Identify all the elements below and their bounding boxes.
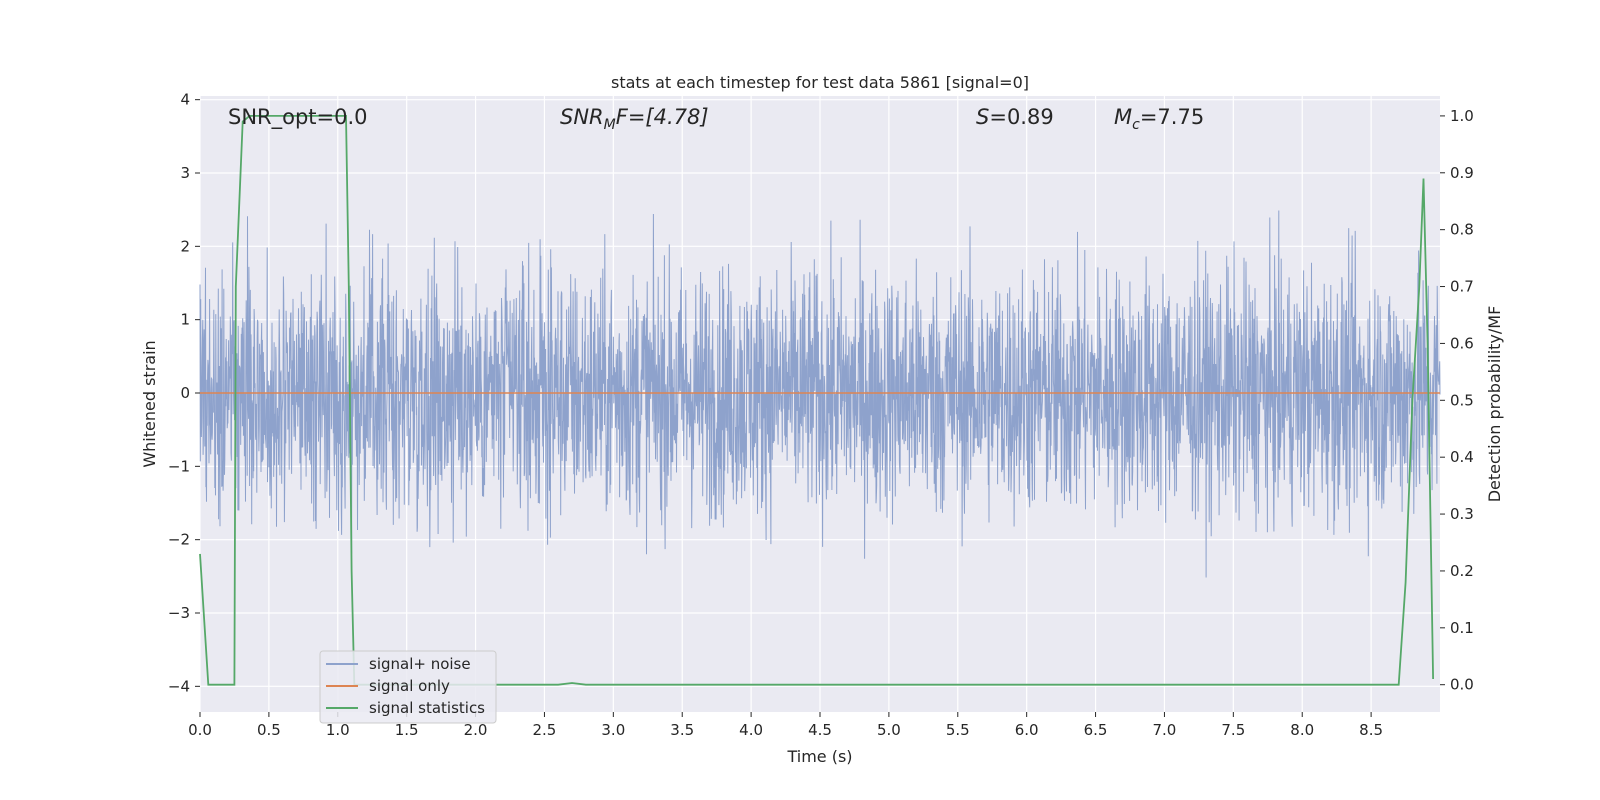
y-tick-label: 2: [180, 237, 190, 255]
annotation-s: S=0.89: [976, 105, 1054, 129]
annotation-snr-opt: SNR_opt=0.0: [228, 105, 368, 130]
x-tick-label: 7.0: [1153, 721, 1177, 739]
annotation-mc: Mc=7.75: [1114, 105, 1204, 133]
x-tick-label: 8.5: [1359, 721, 1383, 739]
y-tick-label: 0: [180, 384, 190, 402]
series-signal-plus-noise: [199, 210, 1441, 578]
x-tick-label: 6.5: [1084, 721, 1108, 739]
x-tick-label: 1.5: [395, 721, 419, 739]
x-tick-label: 2.5: [533, 721, 557, 739]
x-axis-label: Time (s): [786, 747, 852, 766]
y2-tick-label: 0.2: [1450, 562, 1474, 580]
y-tick-label: −3: [168, 604, 190, 622]
y-tick-label: 1: [180, 311, 190, 329]
x-tick-label: 1.0: [326, 721, 350, 739]
legend-box: [319, 650, 497, 724]
y2-axis-ticks: 0.0 0.1 0.2 0.3 0.4 0.5 0.6 0.7 0.8 0.9 1.0: [1440, 107, 1474, 694]
y2-tick-label: 0.0: [1450, 676, 1474, 694]
x-tick-label: 3.0: [601, 721, 625, 739]
mc-subscript: c: [1132, 117, 1140, 133]
snr-mf-subscript: M: [604, 117, 616, 133]
x-tick-label: 8.0: [1290, 721, 1314, 739]
legend-label-signal-only: signal only: [369, 677, 450, 695]
chart-title: stats at each timestep for test data 586…: [611, 73, 1029, 92]
annotation-snr-mf: SNRMF=[4.78]: [560, 105, 709, 133]
x-tick-label: 0.5: [257, 721, 281, 739]
y-tick-label: 3: [180, 164, 190, 182]
x-tick-label: 5.5: [946, 721, 970, 739]
y-axis-label: Whitened strain: [140, 340, 159, 467]
x-tick-label: 5.0: [877, 721, 901, 739]
y2-axis-label: Detection probability/MF: [1485, 306, 1504, 503]
y2-tick-label: 0.4: [1450, 448, 1474, 466]
y-tick-label: −2: [168, 531, 190, 549]
y-tick-label: 4: [180, 91, 190, 109]
y-tick-label: −1: [168, 457, 190, 475]
legend-label-signal-statistics: signal statistics: [369, 699, 485, 717]
x-tick-label: 3.5: [670, 721, 694, 739]
mc-symbol: M: [1114, 105, 1132, 129]
legend: signal+ noise signal only signal statist…: [319, 650, 497, 724]
y2-tick-label: 0.5: [1450, 391, 1474, 409]
y-axis-ticks: −4 −3 −2 −1 0 1 2 3 4: [168, 91, 200, 695]
y2-tick-label: 0.1: [1450, 619, 1474, 637]
s-symbol: S: [976, 105, 989, 129]
y2-tick-label: 0.3: [1450, 505, 1474, 523]
x-tick-label: 4.5: [808, 721, 832, 739]
snr-mf-symbol: SNR: [560, 105, 604, 129]
x-axis-ticks: 0.0 0.5 1.0 1.5 2.0 2.5 3.0 3.5 4.0 4.5 5.0 5.5 6.0 6…: [188, 712, 1383, 739]
x-tick-label: 0.0: [188, 721, 212, 739]
x-tick-label: 7.5: [1221, 721, 1245, 739]
y2-tick-label: 0.8: [1450, 221, 1474, 239]
y2-tick-label: 0.6: [1450, 334, 1474, 352]
y2-tick-label: 0.7: [1450, 278, 1474, 296]
snr-mf-value: F=[4.78]: [616, 105, 709, 129]
x-tick-label: 2.0: [464, 721, 488, 739]
y-tick-label: −4: [168, 677, 190, 695]
mc-value: =7.75: [1140, 105, 1204, 129]
y2-tick-label: 1.0: [1450, 107, 1474, 125]
noise-trace: [199, 210, 1441, 578]
x-tick-label: 6.0: [1015, 721, 1039, 739]
legend-label-signal-plus-noise: signal+ noise: [369, 655, 471, 673]
s-value: =0.89: [989, 105, 1053, 129]
x-tick-label: 4.0: [739, 721, 763, 739]
y2-tick-label: 0.9: [1450, 164, 1474, 182]
